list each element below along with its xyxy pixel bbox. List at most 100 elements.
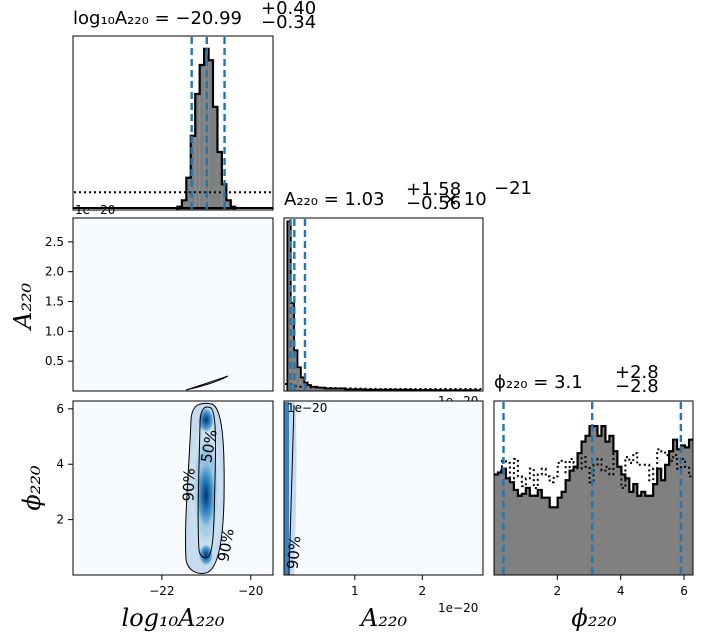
xlabel-phi220: ϕ₂₂₀ <box>571 604 617 632</box>
panel-marginal-logA220: log₁₀A₂₂₀ = −20.99 +0.40 −0.34 1e−20 <box>72 0 316 217</box>
hist-bar-phi220 <box>657 468 662 575</box>
title-A220-suffix: × 10 <box>443 189 487 210</box>
axes-frame-6 <box>493 400 694 576</box>
title-A220-lower: −0.56 <box>406 193 461 214</box>
density-background-2 <box>73 401 273 575</box>
contour-90 <box>185 402 225 574</box>
hist-bar-A220 <box>290 302 295 391</box>
hist-bar-phi220 <box>689 439 694 575</box>
title-A220-value: 1.03 <box>345 189 385 210</box>
title-logA220-lower: −0.34 <box>261 12 316 33</box>
hist-bar-A220 <box>297 367 301 391</box>
panel-joint-logA220-A220: 0.5 1.0 1.5 2.0 2.5 A₂₂₀ <box>9 217 274 392</box>
hist-bar-logA220 <box>226 200 231 210</box>
panel-marginal-A220: A₂₂₀ = 1.03 +1.58 −0.56 × 10 −21 1e−20 <box>283 178 532 408</box>
ylabel-A220: A₂₂₀ <box>9 283 37 332</box>
offset-text-A220-mid: 1e−20 <box>287 401 327 415</box>
hist-bar-phi220 <box>653 484 658 575</box>
ytick-label-phi220: 2 <box>56 513 64 527</box>
hist-bar-phi220 <box>529 495 535 575</box>
hist-bar-phi220 <box>597 435 602 575</box>
contour-label-90-left: 90% <box>179 468 198 502</box>
hist-bar-phi220 <box>585 435 590 575</box>
xtick-label-phi220: 2 <box>554 584 562 598</box>
yticks-phi220: 2 4 6 <box>56 402 73 527</box>
hist-bar-phi220 <box>681 445 686 575</box>
hist-bar-phi220 <box>637 495 642 575</box>
hist-bar-A220 <box>310 386 318 391</box>
ylabel-phi220: ϕ₂₂₀ <box>18 465 46 511</box>
ytick-label-A220: 0.5 <box>45 354 64 368</box>
ytick-label-A220: 2.5 <box>45 235 64 249</box>
hist-bar-phi220 <box>593 426 598 575</box>
title-logA220-value: −20.99 <box>175 8 242 29</box>
hist-bar-logA220 <box>213 106 218 210</box>
contour-label-90-right: 90% <box>214 527 238 563</box>
title-A220-exponent: −21 <box>494 178 532 199</box>
hist-bar-A220 <box>287 221 291 391</box>
hist-bar-phi220 <box>521 493 527 575</box>
hist-bar-phi220 <box>649 495 654 575</box>
contour-region-1 <box>185 375 229 391</box>
hist-bar-A220 <box>294 350 298 391</box>
hist-bar-phi220 <box>561 491 566 575</box>
hist-bar-phi220 <box>601 426 606 575</box>
title-phi220-value: 3.1 <box>554 372 583 393</box>
hist-bar-A220 <box>307 385 311 391</box>
hist-bar-logA220 <box>186 177 191 210</box>
density-A220-core <box>284 402 289 575</box>
hist-bar-phi220 <box>621 474 626 575</box>
hist-outline-A220 <box>286 220 481 392</box>
hist-bar-phi220 <box>505 478 511 575</box>
panel-joint-logA220-phi220: 50% 90% 90% −22 −20 2 4 6 log₁₀A₂₂₀ ϕ₂₂₀ <box>18 400 274 632</box>
title-phi220-upper: +2.8 <box>615 362 659 383</box>
title-A220: A₂₂₀ = 1.03 <box>284 189 385 210</box>
hist-bar-logA220 <box>208 60 213 210</box>
offset-text-logA220: 1e−20 <box>75 203 115 217</box>
title-phi220: ϕ₂₂₀ = 3.1 <box>494 372 583 393</box>
hist-bar-logA220 <box>190 135 196 210</box>
histogram-logA220 <box>73 37 273 211</box>
hist-bar-phi220 <box>641 491 646 575</box>
hist-bar-A220 <box>317 387 325 391</box>
yticks-A220: 0.5 1.0 1.5 2.0 2.5 <box>45 235 73 368</box>
hist-bar-phi220 <box>673 439 678 575</box>
hist-bar-phi220 <box>497 472 503 575</box>
hist-bar-phi220 <box>553 507 558 575</box>
hist-bar-phi220 <box>581 441 586 575</box>
hist-bar-phi220 <box>517 495 523 575</box>
hist-bar-phi220 <box>545 497 551 575</box>
hist-bar-phi220 <box>677 449 682 575</box>
title-phi220-lower: −2.8 <box>615 376 659 397</box>
xtick-label-A220: 1 <box>351 584 359 598</box>
hist-bar-phi220 <box>665 464 670 575</box>
hist-bar-phi220 <box>565 480 570 575</box>
offset-text-A220-bottom: 1e−20 <box>438 601 478 615</box>
hist-bar-A220 <box>324 388 345 391</box>
hist-bar-phi220 <box>645 495 650 575</box>
hist-bar-A220 <box>300 377 305 391</box>
ytick-label-A220: 1.5 <box>45 295 64 309</box>
title-logA220-param: log₁₀A₂₂₀ <box>73 8 149 29</box>
xtick-label-phi220: 4 <box>617 584 625 598</box>
hist-bar-phi220 <box>525 488 531 575</box>
contour-A220-90 <box>288 404 295 575</box>
ytick-label-phi220: 4 <box>56 457 64 471</box>
hist-bar-phi220 <box>494 474 499 575</box>
xtick-label-logA220: −20 <box>238 584 263 598</box>
hist-bar-logA220 <box>199 65 205 210</box>
hist-outline-phi220 <box>494 425 693 509</box>
histogram-phi220 <box>494 402 694 575</box>
hist-bar-phi220 <box>569 470 574 575</box>
hist-bar-phi220 <box>549 507 554 575</box>
hist-bar-phi220 <box>501 468 507 575</box>
panel-marginal-phi220: ϕ₂₂₀ = 3.1 +2.8 −2.8 2 4 6 ϕ₂₂₀ <box>493 362 694 632</box>
contour-label-50: 50% <box>197 428 221 464</box>
title-A220-upper: +1.58 <box>406 179 461 200</box>
hist-bar-phi220 <box>513 489 519 575</box>
xticks-phi220: 2 4 6 <box>554 575 688 598</box>
density-core-bottom <box>198 543 214 567</box>
